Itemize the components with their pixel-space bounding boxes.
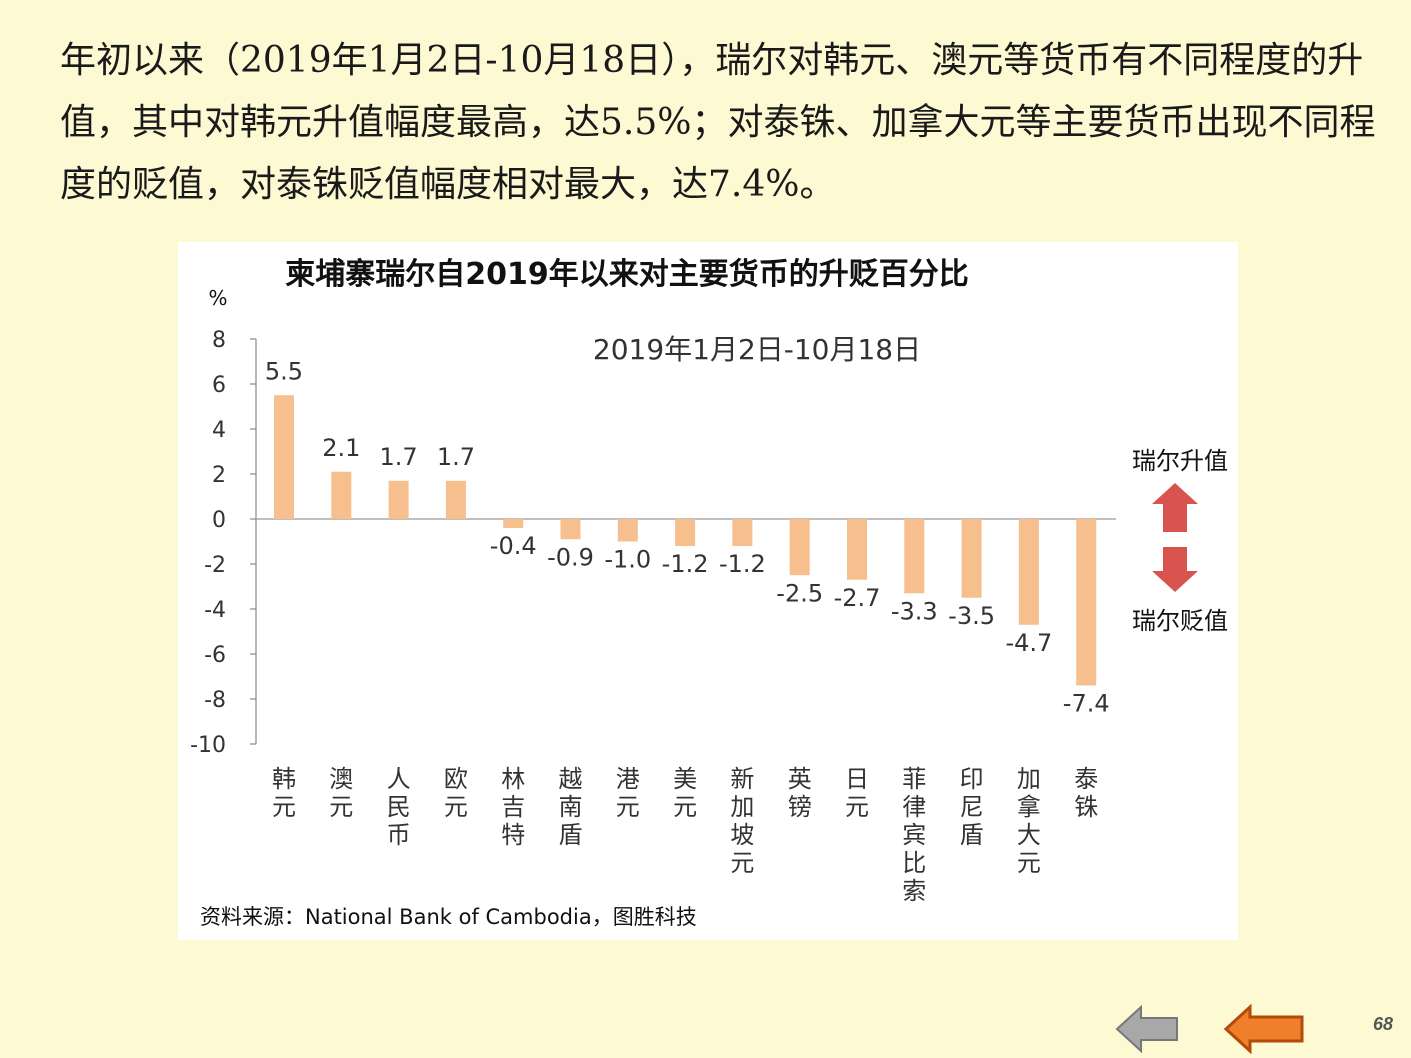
x-category-label: 人民币 — [387, 765, 411, 849]
x-category-label: 新加坡元 — [730, 765, 754, 877]
bar — [789, 519, 810, 576]
x-category-label: 菲律宾比索 — [902, 765, 926, 905]
y-tick-label: -6 — [204, 643, 226, 668]
up-arrow-icon — [1152, 483, 1198, 532]
bar-value-label: -0.9 — [547, 543, 594, 571]
x-category-label: 欧元 — [444, 765, 468, 821]
y-tick-label: 8 — [212, 328, 226, 353]
y-tick-label: -2 — [204, 553, 226, 578]
bar — [445, 480, 466, 519]
bar-value-label: 1.7 — [437, 443, 475, 471]
x-category-label: 美元 — [673, 765, 697, 821]
source-note: 资料来源：National Bank of Cambodia，图胜科技 — [200, 905, 697, 929]
x-category-label: 泰铢 — [1074, 765, 1098, 821]
bar-value-label: -1.0 — [604, 546, 651, 574]
bar-value-label: 1.7 — [380, 443, 418, 471]
bar-value-label: -4.7 — [1005, 629, 1052, 657]
y-tick-label: -8 — [204, 688, 226, 713]
previous-page-button[interactable] — [1224, 1004, 1308, 1054]
bar-value-label: 5.5 — [265, 357, 303, 385]
appreciation-label: 瑞尔升值 — [1132, 447, 1228, 475]
chart-title: 柬埔寨瑞尔自2019年以来对主要货币的升贬百分比 — [285, 257, 969, 292]
bar-value-label: -1.2 — [719, 550, 766, 578]
x-category-label: 加拿大元 — [1017, 765, 1041, 877]
x-category-label: 韩元 — [272, 765, 296, 821]
y-axis-unit: % — [208, 286, 227, 310]
y-tick-label: -10 — [190, 733, 226, 758]
intro-paragraph: 年初以来（2019年1月2日-10月18日），瑞尔对韩元、澳元等货币有不同程度的… — [60, 40, 1376, 205]
bar — [388, 480, 409, 519]
bars-group — [274, 395, 1097, 686]
bar-chart: 柬埔寨瑞尔自2019年以来对主要货币的升贬百分比 % 2019年1月2日-10月… — [190, 257, 1228, 929]
depreciation-label: 瑞尔贬值 — [1132, 607, 1228, 635]
bar — [274, 395, 294, 519]
back-button[interactable] — [1115, 1004, 1181, 1054]
bar-value-label: -2.7 — [834, 584, 881, 612]
bar — [331, 471, 352, 519]
bar — [1076, 519, 1097, 686]
down-arrow-icon — [1152, 547, 1198, 592]
bar — [904, 519, 925, 594]
x-category-label: 林吉特 — [501, 765, 525, 849]
y-tick-label: 4 — [212, 418, 226, 443]
bar — [560, 519, 581, 540]
bar-value-label: -1.2 — [662, 550, 709, 578]
x-category-label: 日元 — [845, 765, 869, 821]
bar — [617, 519, 638, 542]
appreciation-indicator: 瑞尔升值 瑞尔贬值 — [1132, 447, 1228, 635]
bar-value-label: -7.4 — [1063, 690, 1110, 718]
bar — [675, 519, 696, 546]
bar-value-label: -3.5 — [948, 602, 995, 630]
bar-value-label: -3.3 — [891, 597, 938, 625]
y-tick-label: 2 — [212, 463, 226, 488]
bar — [1018, 519, 1039, 625]
x-category-label: 越南盾 — [559, 765, 583, 849]
bar-value-label: -2.5 — [776, 579, 823, 607]
page-number: 68 — [1372, 1014, 1393, 1034]
bar — [961, 519, 982, 598]
bar — [732, 519, 753, 546]
bar-value-label: 2.1 — [322, 434, 360, 462]
y-tick-label: -4 — [204, 598, 226, 623]
y-tick-label: 0 — [212, 508, 226, 533]
bar-value-label: -0.4 — [490, 532, 537, 560]
previous-arrow-icon — [1224, 1004, 1304, 1054]
x-category-label: 英镑 — [788, 765, 812, 821]
x-category-label: 澳元 — [329, 765, 353, 821]
bar — [503, 519, 524, 528]
bar — [847, 519, 867, 580]
x-category-label: 印尼盾 — [960, 765, 984, 849]
chart-panel: 柬埔寨瑞尔自2019年以来对主要货币的升贬百分比 % 2019年1月2日-10月… — [178, 242, 1238, 940]
y-tick-label: 6 — [212, 373, 226, 398]
chart-subtitle: 2019年1月2日-10月18日 — [593, 333, 921, 366]
x-category-label: 港元 — [616, 765, 640, 821]
back-arrow-icon — [1115, 1004, 1178, 1054]
value-labels-group: 5.5 2.1 1.7 1.7 -0.4 -0.9 -1.0 -1.2 -1.2 -2.5 -2.7… — [265, 357, 1110, 717]
